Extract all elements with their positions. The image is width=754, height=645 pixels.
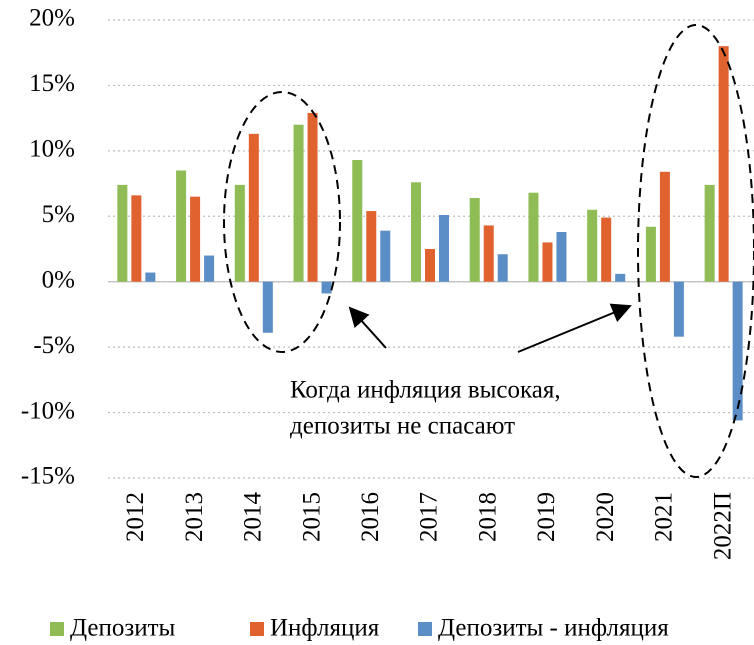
bar [176,170,187,282]
bar [439,214,449,282]
bar [542,242,553,282]
legend-swatch [50,622,64,636]
y-tick-label: -10% [21,397,75,424]
legend-label: Депозиты [70,615,176,642]
bar [425,249,435,282]
bar [528,192,539,282]
y-tick-label: -15% [21,463,75,490]
bar [262,281,273,333]
x-tick-label: 2018 [474,492,501,542]
bar [293,124,304,282]
bar [615,273,626,282]
bar [234,184,245,282]
x-tick-label: 2016 [357,492,384,542]
highlight-ellipse [637,24,754,478]
bar [366,211,377,282]
bar [601,217,612,282]
bar [380,230,391,282]
arrow [517,303,632,353]
bar [190,196,201,282]
x-tick-label: 2012 [122,492,149,542]
bar [248,133,259,282]
bar [352,160,363,282]
annotation: депозиты не спасают [290,413,515,440]
x-tick-label: 2019 [533,492,560,542]
bar [732,281,743,421]
x-tick-label: 2014 [240,492,267,543]
bar [718,46,729,282]
legend-label: Инфляция [270,615,380,642]
highlight-ellipse [223,91,341,353]
y-tick-label: 20% [29,5,75,32]
arrow [348,306,387,349]
x-tick-label: 2017 [416,492,443,542]
bar [673,281,684,337]
y-tick-label: 10% [29,136,75,163]
bar [145,272,156,282]
annotation: Когда инфляция высокая, [290,377,561,404]
bar [321,281,332,294]
y-tick-label: 5% [42,201,75,228]
x-tick-label: 2022П [709,492,736,560]
bar [704,184,715,282]
y-tick-label: 0% [42,266,75,293]
bar [645,226,656,282]
y-tick-label: 15% [29,70,75,97]
x-tick-label: 2015 [298,492,325,542]
legend-swatch [418,622,432,636]
x-tick-label: 2020 [592,492,619,542]
x-tick-label: 2021 [651,492,678,542]
bar [556,231,567,282]
bar [117,184,128,282]
bar [587,209,598,282]
legend-label: Депозиты - инфляция [438,615,669,642]
bar [204,255,215,282]
legend-swatch [250,622,264,636]
plot-area: -15% -10% -5% 0% 5% 10% 15% 20% 2012 2013 2014 2015… [21,5,754,560]
bar [659,171,670,282]
bar [497,254,508,282]
bar [131,195,142,282]
y-tick-label: -5% [33,332,75,359]
bar [469,197,480,282]
bar [483,225,494,282]
x-tick-label: 2013 [181,492,208,542]
bar [307,112,318,282]
bar [411,182,421,282]
